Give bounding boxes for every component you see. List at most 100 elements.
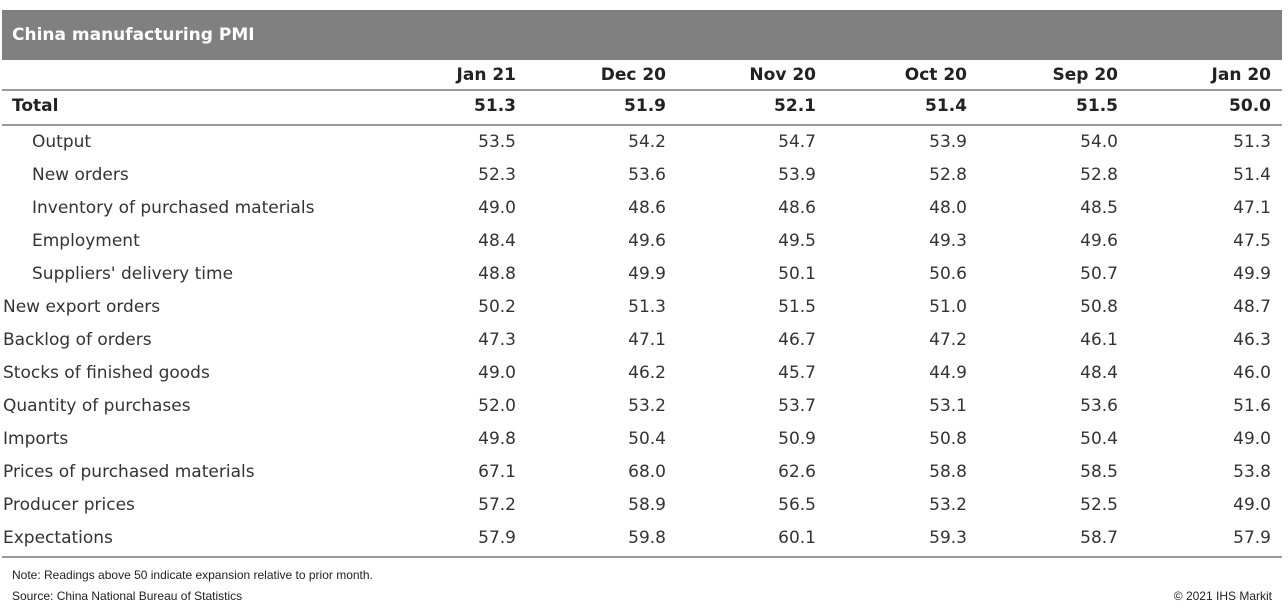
- cell: 49.0: [1233, 429, 1271, 449]
- cell: 53.9: [929, 132, 967, 152]
- component-label: New orders: [32, 165, 129, 185]
- cell: 46.0: [1233, 363, 1271, 383]
- cell: 56.5: [778, 495, 816, 515]
- cell: 51.9: [624, 96, 666, 116]
- cell: 49.0: [478, 363, 516, 383]
- component-label: Employment: [32, 231, 140, 251]
- cell: 49.6: [628, 231, 666, 251]
- component-label: Suppliers' delivery time: [32, 264, 234, 284]
- cell: 48.0: [929, 198, 967, 218]
- cell: 49.9: [628, 264, 666, 284]
- cell: 50.8: [929, 429, 967, 449]
- cell: 50.4: [628, 429, 666, 449]
- cell: 50.0: [1229, 96, 1271, 116]
- cell: 48.4: [478, 231, 516, 251]
- cell: 53.8: [1233, 462, 1271, 482]
- cell: 52.0: [478, 396, 516, 416]
- cell: 48.6: [778, 198, 816, 218]
- cell: 50.4: [1080, 429, 1118, 449]
- cell: 48.7: [1233, 297, 1271, 317]
- cell: 59.3: [929, 528, 967, 548]
- cell: 51.3: [628, 297, 666, 317]
- cell: 49.6: [1080, 231, 1118, 251]
- cell: 51.4: [925, 96, 967, 116]
- cell: 58.8: [929, 462, 967, 482]
- cell: 47.2: [929, 330, 967, 350]
- cell: 48.8: [478, 264, 516, 284]
- cell: 52.1: [774, 96, 816, 116]
- row-label: Prices of purchased materials: [3, 462, 255, 482]
- cell: 68.0: [628, 462, 666, 482]
- bottom-rule: [2, 556, 1282, 558]
- title-bar: [2, 10, 1282, 60]
- total-label: Total: [12, 96, 59, 116]
- cell: 53.1: [929, 396, 967, 416]
- cell: 52.8: [929, 165, 967, 185]
- column-header: Jan 20: [1211, 65, 1271, 85]
- cell: 53.2: [628, 396, 666, 416]
- cell: 46.7: [778, 330, 816, 350]
- cell: 52.5: [1080, 495, 1118, 515]
- cell: 51.0: [929, 297, 967, 317]
- cell: 44.9: [929, 363, 967, 383]
- cell: 54.2: [628, 132, 666, 152]
- row-label: Backlog of orders: [3, 330, 152, 350]
- cell: 49.9: [1233, 264, 1271, 284]
- row-label: Stocks of finished goods: [3, 363, 210, 383]
- cell: 49.8: [478, 429, 516, 449]
- cell: 49.0: [478, 198, 516, 218]
- cell: 54.0: [1080, 132, 1118, 152]
- cell: 58.7: [1080, 528, 1118, 548]
- row-label: Quantity of purchases: [3, 396, 191, 416]
- cell: 50.7: [1080, 264, 1118, 284]
- cell: 51.3: [1233, 132, 1271, 152]
- cell: 50.6: [929, 264, 967, 284]
- cell: 51.5: [778, 297, 816, 317]
- component-label: Output: [32, 132, 92, 152]
- cell: 57.9: [1233, 528, 1271, 548]
- cell: 50.8: [1080, 297, 1118, 317]
- cell: 67.1: [478, 462, 516, 482]
- cell: 58.9: [628, 495, 666, 515]
- cell: 46.2: [628, 363, 666, 383]
- row-label: Producer prices: [3, 495, 135, 515]
- cell: 59.8: [628, 528, 666, 548]
- cell: 46.1: [1080, 330, 1118, 350]
- cell: 53.9: [778, 165, 816, 185]
- cell: 47.1: [628, 330, 666, 350]
- cell: 48.6: [628, 198, 666, 218]
- cell: 57.2: [478, 495, 516, 515]
- source: Source: China National Bureau of Statist…: [12, 589, 243, 603]
- cell: 60.1: [778, 528, 816, 548]
- column-header: Oct 20: [904, 65, 967, 85]
- row-label: New export orders: [3, 297, 161, 317]
- cell: 53.7: [778, 396, 816, 416]
- cell: 53.6: [628, 165, 666, 185]
- cell: 48.4: [1080, 363, 1118, 383]
- cell: 54.7: [778, 132, 816, 152]
- cell: 57.9: [478, 528, 516, 548]
- header-rule: [2, 89, 1282, 91]
- column-header: Sep 20: [1052, 65, 1118, 85]
- cell: 53.6: [1080, 396, 1118, 416]
- total-rule: [2, 124, 1282, 126]
- row-label: Expectations: [3, 528, 113, 548]
- cell: 51.3: [474, 96, 516, 116]
- cell: 49.0: [1233, 495, 1271, 515]
- cell: 53.2: [929, 495, 967, 515]
- cell: 48.5: [1080, 198, 1118, 218]
- cell: 62.6: [778, 462, 816, 482]
- cell: 47.1: [1233, 198, 1271, 218]
- cell: 50.1: [778, 264, 816, 284]
- cell: 52.8: [1080, 165, 1118, 185]
- cell: 51.6: [1233, 396, 1271, 416]
- cell: 50.2: [478, 297, 516, 317]
- row-label: Imports: [3, 429, 69, 449]
- note: Note: Readings above 50 indicate expansi…: [12, 568, 373, 582]
- cell: 46.3: [1233, 330, 1271, 350]
- copyright: © 2021 IHS Markit: [1173, 589, 1272, 603]
- cell: 58.5: [1080, 462, 1118, 482]
- cell: 49.3: [929, 231, 967, 251]
- cell: 51.4: [1233, 165, 1271, 185]
